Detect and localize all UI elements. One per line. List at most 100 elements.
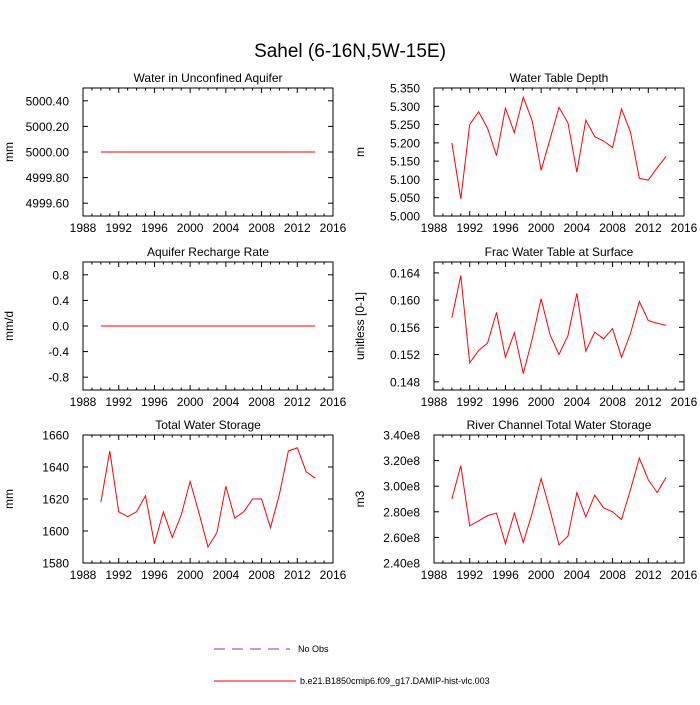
y-tick-label: 2.80e8 <box>383 505 420 519</box>
x-tick-label: 2008 <box>599 395 626 409</box>
x-tick-label: 2008 <box>599 568 626 582</box>
plot-frame <box>82 434 334 564</box>
x-tick-label: 2000 <box>528 395 555 409</box>
x-tick-label: 1988 <box>421 568 448 582</box>
x-tick-label: 2012 <box>635 395 662 409</box>
y-tick-label: 0.152 <box>390 348 420 362</box>
x-tick-label: 2004 <box>564 395 591 409</box>
y-axis-label: m3 <box>353 490 367 507</box>
x-tick-label: 2012 <box>635 568 662 582</box>
y-axis-label: unitless [0-1] <box>353 292 367 360</box>
y-tick-label: 0.156 <box>390 321 420 335</box>
y-tick-label: 4999.60 <box>26 197 70 211</box>
panel-title: Water in Unconfined Aquifer <box>134 71 283 85</box>
panel-2: Water Table Depth m 1988 1992 1996 2000 2004 20… <box>353 71 698 235</box>
y-tick-label: 2.60e8 <box>383 531 420 545</box>
panel-title: Aquifer Recharge Rate <box>147 245 269 259</box>
legend-model-label: b.e21.B1850cmip6.f09_g17.DAMIP-hist-vlc.… <box>300 676 490 686</box>
y-tick-label: 5.050 <box>390 191 420 205</box>
plot-frame <box>433 261 685 391</box>
y-tick-label: 5.200 <box>390 136 420 150</box>
y-axis-label: mm/d <box>2 311 16 341</box>
y-axis-label: mm <box>2 489 16 509</box>
x-tick-label: 2012 <box>635 221 662 235</box>
y-tick-label: 5000.00 <box>26 146 70 160</box>
y-tick-label: 2.40e8 <box>383 557 420 571</box>
y-tick-label: 0.148 <box>390 375 420 389</box>
y-tick-label: 1620 <box>42 493 69 507</box>
y-tick-label: 3.00e8 <box>383 480 420 494</box>
x-tick-label: 2004 <box>213 568 240 582</box>
panel-6: River Channel Total Water Storage m3 1988 1… <box>353 418 698 582</box>
x-tick-label: 2016 <box>320 221 347 235</box>
legend: No Obs b.e21.B1850cmip6.f09_g17.DAMIP-hi… <box>214 644 490 686</box>
x-tick-label: 1992 <box>456 221 483 235</box>
x-tick-label: 1988 <box>70 221 97 235</box>
x-tick-label: 1988 <box>70 395 97 409</box>
panel-5: Total Water Storage mm 1988 1992 1996 2000 200… <box>2 418 347 582</box>
x-tick-label: 1996 <box>492 568 519 582</box>
y-tick-label: -0.4 <box>48 345 69 359</box>
panels: Water in Unconfined Aquifer mm 1988 1992 199… <box>2 71 698 582</box>
y-tick-label: 1600 <box>42 525 69 539</box>
panel-1: Water in Unconfined Aquifer mm 1988 1992 199… <box>2 71 347 235</box>
y-tick-label: 0.164 <box>390 266 420 280</box>
y-tick-label: 0.4 <box>52 294 69 308</box>
x-tick-label: 2004 <box>213 221 240 235</box>
x-tick-label: 2004 <box>564 221 591 235</box>
x-tick-label: 2000 <box>177 568 204 582</box>
x-tick-label: 2016 <box>671 568 698 582</box>
x-tick-label: 1992 <box>105 568 132 582</box>
panel-title: Total Water Storage <box>155 418 261 432</box>
x-tick-label: 2000 <box>528 221 555 235</box>
y-tick-label: 5.350 <box>390 82 420 96</box>
y-tick-label: 0.8 <box>52 268 69 282</box>
x-tick-label: 2008 <box>599 221 626 235</box>
series-line <box>100 447 316 549</box>
x-tick-label: 1996 <box>141 221 168 235</box>
x-tick-label: 2008 <box>248 395 275 409</box>
x-tick-label: 2008 <box>248 221 275 235</box>
y-tick-label: -0.8 <box>48 371 69 385</box>
x-tick-label: 1992 <box>105 395 132 409</box>
y-tick-label: 1660 <box>42 429 69 443</box>
x-tick-label: 1996 <box>492 395 519 409</box>
x-tick-label: 2000 <box>177 395 204 409</box>
y-tick-label: 3.40e8 <box>383 429 420 443</box>
x-tick-label: 2016 <box>671 221 698 235</box>
x-tick-label: 1992 <box>456 568 483 582</box>
y-tick-label: 3.20e8 <box>383 454 420 468</box>
y-tick-label: 1640 <box>42 461 69 475</box>
y-axis-label: mm <box>2 142 16 162</box>
y-tick-label: 5000.20 <box>26 120 70 134</box>
x-tick-label: 1988 <box>70 568 97 582</box>
panel-3: Aquifer Recharge Rate mm/d 1988 1992 1996 200… <box>2 245 347 409</box>
x-tick-label: 2016 <box>320 395 347 409</box>
x-tick-label: 2012 <box>284 568 311 582</box>
x-tick-label: 1996 <box>141 395 168 409</box>
series-line <box>451 95 667 199</box>
y-tick-label: 5.000 <box>390 210 420 224</box>
x-tick-label: 2012 <box>284 221 311 235</box>
y-tick-label: 0.160 <box>390 294 420 308</box>
y-tick-label: 5.150 <box>390 155 420 169</box>
panel-4: Frac Water Table at Surface unitless [0-1… <box>353 245 698 409</box>
y-tick-label: 1580 <box>42 557 69 571</box>
panel-title: River Channel Total Water Storage <box>467 418 652 432</box>
x-tick-label: 2000 <box>177 221 204 235</box>
y-tick-label: 5000.40 <box>26 94 70 108</box>
y-tick-label: 0.0 <box>52 320 69 334</box>
x-tick-label: 2016 <box>320 568 347 582</box>
x-tick-label: 2000 <box>528 568 555 582</box>
series-line <box>451 456 667 547</box>
series-line <box>451 275 667 374</box>
x-tick-label: 1988 <box>421 395 448 409</box>
panel-title: Water Table Depth <box>510 71 609 85</box>
x-tick-label: 2016 <box>671 395 698 409</box>
x-tick-label: 2008 <box>248 568 275 582</box>
x-tick-label: 1996 <box>492 221 519 235</box>
x-tick-label: 2012 <box>284 395 311 409</box>
y-tick-label: 4999.80 <box>26 171 70 185</box>
